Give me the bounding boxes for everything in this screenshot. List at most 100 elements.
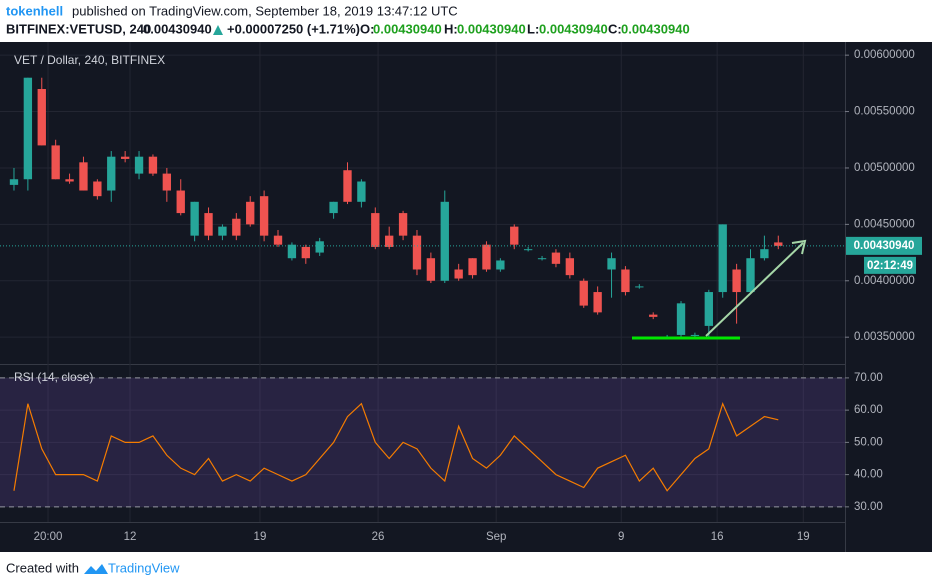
rsi-band [0, 377, 845, 507]
ohlc-value: 0.00430940 [373, 21, 442, 36]
rsi-line [13, 401, 779, 492]
candle-body [385, 235, 394, 247]
candle-body [162, 173, 172, 191]
candle-body [79, 162, 88, 191]
y-tick-label: 30.00 [854, 501, 883, 513]
ohlc-value: 0.00430940 [621, 21, 690, 36]
rsi-title: RSI (14, close) [14, 370, 93, 384]
x-tick-label: 19 [254, 531, 267, 543]
chart-background [0, 42, 932, 552]
candle-body [676, 303, 686, 335]
candle-body [454, 269, 463, 279]
up-triangle [213, 25, 223, 35]
countdown: 02:12:49 [867, 260, 913, 272]
candle-body [537, 258, 547, 260]
candle-body [232, 218, 241, 236]
candle-body [482, 244, 491, 270]
candle-body [148, 156, 158, 174]
candle-body [120, 156, 130, 159]
y-tick-label: 0.00500000 [854, 162, 915, 174]
ohlc-value: 0.00430940 [539, 21, 608, 36]
candle-body [760, 249, 769, 259]
candle-body [37, 88, 46, 146]
y-tick-label: 0.00550000 [854, 106, 915, 118]
last-price-tag [846, 236, 922, 255]
trend-arrow-head [791, 239, 807, 255]
candle-body [746, 258, 755, 293]
y-tick-label: 0.00450000 [854, 218, 915, 230]
candle-body [357, 181, 366, 202]
y-tick-label: 50.00 [854, 436, 883, 448]
candle-body [204, 213, 213, 236]
chart-title: VET / Dollar, 240, BITFINEX [14, 53, 165, 67]
candle-body [218, 226, 227, 236]
x-tick-label: 9 [618, 531, 624, 543]
footer-text: Created with [6, 560, 79, 575]
candle-body [134, 156, 144, 174]
candle-body [176, 190, 185, 214]
candle-body [565, 258, 575, 276]
x-tick-label: 19 [797, 531, 810, 543]
candle-body [593, 292, 602, 313]
x-tick-label: 20:00 [34, 531, 63, 543]
candle-body [732, 269, 741, 293]
candle-body [329, 201, 338, 214]
x-tick-label: 26 [372, 531, 385, 543]
ohlc-label: L: [527, 21, 539, 36]
price: 0.00430940 [143, 21, 212, 36]
candle-body [93, 181, 102, 197]
candle-body [426, 258, 436, 281]
candle-body [774, 242, 783, 246]
candle-body [190, 201, 199, 236]
symbol: BITFINEX:VETUSD, 240 [6, 21, 151, 36]
candle-body [551, 252, 561, 264]
candle-body [704, 292, 713, 326]
candle-body [65, 179, 74, 182]
candle-body [649, 314, 658, 317]
user[interactable]: tokenhell [6, 3, 63, 18]
candle-body [273, 235, 283, 245]
candle-body [9, 179, 19, 185]
ohlc-value: 0.00430940 [457, 21, 526, 36]
last-price-label: 0.00430940 [854, 240, 915, 252]
ohlc-label: C: [608, 21, 622, 36]
candle-body [398, 213, 408, 236]
logo [84, 564, 108, 574]
candle-body [579, 280, 588, 306]
y-tick-label: 40.00 [854, 469, 883, 481]
x-tick-label: 12 [124, 531, 137, 543]
published: published on TradingView.com, September … [72, 3, 458, 18]
y-tick-label: 70.00 [854, 372, 883, 384]
y-tick-label: 0.00600000 [854, 49, 915, 61]
candle-body [259, 196, 269, 236]
ohlc-label: H: [444, 21, 458, 36]
x-tick-label: Sep [486, 531, 506, 543]
candle-body [621, 269, 630, 293]
candle-body [718, 224, 727, 293]
ohlc-label: O: [360, 21, 374, 36]
candle-body [107, 156, 116, 191]
candle-body [315, 241, 324, 253]
candle-body [287, 244, 297, 259]
candle-body [440, 201, 449, 281]
y-tick-label: 0.00350000 [854, 331, 915, 343]
candle-body [246, 201, 255, 225]
candle-body [51, 145, 60, 180]
candle-body [607, 258, 616, 270]
candle-body [510, 226, 519, 245]
change: +0.00007250 (+1.71%) [227, 21, 360, 36]
x-tick-label: 16 [711, 531, 724, 543]
candle-body [301, 246, 310, 259]
footer-brand[interactable]: TradingView [108, 560, 180, 575]
candle-body [690, 334, 700, 336]
candle-body [412, 235, 422, 270]
candle-body [635, 286, 644, 288]
candle-body [343, 170, 352, 202]
trend-arrow [705, 242, 804, 337]
candle-body [468, 258, 477, 276]
plot: 20:00 12 19 26 Sep 9 16 19 0.00600000 0.00550000 0… [0, 42, 922, 543]
candle-body [523, 249, 533, 251]
countdown-tag [864, 256, 916, 274]
y-tick-label: 60.00 [854, 404, 883, 416]
